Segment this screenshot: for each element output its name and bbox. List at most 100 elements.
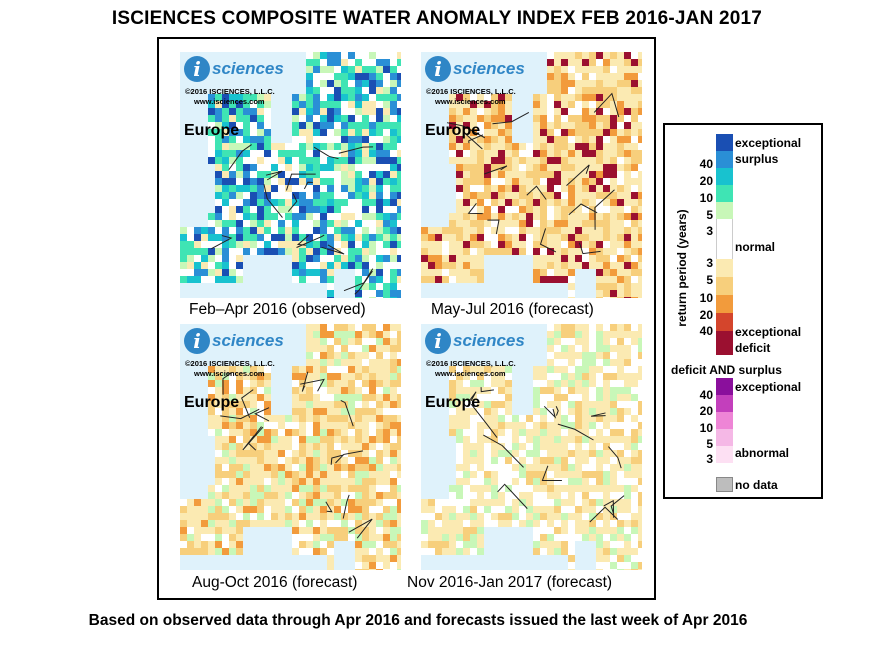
map-cell <box>320 171 327 178</box>
map-cell <box>449 269 456 276</box>
map-cell <box>428 248 435 255</box>
map-cell <box>362 213 369 220</box>
map-cell <box>327 569 334 570</box>
map-cell <box>264 415 271 422</box>
map-cell <box>376 178 383 185</box>
map-cell <box>463 415 470 422</box>
map-cell <box>631 429 638 436</box>
map-cell <box>271 171 278 178</box>
map-cell <box>334 213 341 220</box>
map-cell <box>463 471 470 478</box>
map-cell <box>383 513 390 520</box>
map-cell <box>376 422 383 429</box>
map-cell <box>519 464 526 471</box>
map-cell <box>215 129 222 136</box>
map-cell <box>554 213 561 220</box>
map-cell <box>568 80 575 87</box>
map-cell <box>449 234 456 241</box>
map-cell <box>519 471 526 478</box>
map-cell <box>638 471 642 478</box>
map-cell <box>449 101 456 108</box>
map-cell <box>334 429 341 436</box>
map-cell <box>334 422 341 429</box>
country-border <box>303 181 313 190</box>
map-cell <box>568 255 575 262</box>
map-cell <box>313 401 320 408</box>
map-cell <box>376 359 383 366</box>
map-cell <box>390 457 397 464</box>
map-cell <box>390 227 397 234</box>
map-cell <box>603 192 610 199</box>
map-cell <box>428 541 435 548</box>
map-cell <box>313 150 320 157</box>
map-cell <box>313 429 320 436</box>
map-cell <box>477 415 484 422</box>
map-cell <box>362 283 369 290</box>
map-cell <box>631 471 638 478</box>
map-cell <box>624 150 631 157</box>
map-cell <box>603 569 610 570</box>
map-cell <box>610 429 617 436</box>
map-cell <box>369 457 376 464</box>
map-cell <box>554 331 561 338</box>
map-cell <box>638 269 642 276</box>
map-cell <box>278 443 285 450</box>
map-cell <box>369 569 376 570</box>
map-cell <box>463 276 470 283</box>
map-cell <box>180 241 187 248</box>
map-cell <box>421 520 428 527</box>
map-cell <box>603 457 610 464</box>
map-cell <box>201 255 208 262</box>
map-cell <box>264 387 271 394</box>
map-cell <box>215 478 222 485</box>
map-cell <box>334 513 341 520</box>
map-cell <box>327 394 334 401</box>
map-cell <box>257 171 264 178</box>
map-cell <box>362 415 369 422</box>
map-cell <box>236 248 243 255</box>
map-cell <box>449 248 456 255</box>
map-cell <box>519 415 526 422</box>
map-cell <box>348 115 355 122</box>
map-cell <box>299 213 306 220</box>
map-cell <box>617 136 624 143</box>
map-cell <box>533 415 540 422</box>
map-cell <box>334 338 341 345</box>
map-cell <box>505 401 512 408</box>
map-cell <box>271 485 278 492</box>
map-cell <box>589 108 596 115</box>
map-cell <box>561 178 568 185</box>
map-cell <box>320 520 327 527</box>
map-cell <box>341 234 348 241</box>
region-label: Europe <box>425 122 481 139</box>
map-cell <box>526 429 533 436</box>
map-cell <box>449 527 456 534</box>
map-cell <box>320 548 327 555</box>
map-cell <box>638 136 642 143</box>
map-cell <box>376 534 383 541</box>
map-cell <box>617 492 624 499</box>
map-cell <box>477 262 484 269</box>
map-cell <box>348 324 355 331</box>
map-cell <box>526 499 533 506</box>
map-cell <box>512 143 519 150</box>
map-cell <box>229 171 236 178</box>
map-cell <box>561 457 568 464</box>
map-cell <box>292 213 299 220</box>
map-cell <box>631 297 638 298</box>
map-cell <box>229 366 236 373</box>
map-cell <box>505 464 512 471</box>
map-cell <box>313 359 320 366</box>
map-cell <box>376 227 383 234</box>
legend-swatch-deficit-2 <box>716 277 733 295</box>
map-cell <box>596 192 603 199</box>
map-cell <box>383 143 390 150</box>
map-cell <box>334 520 341 527</box>
map-cell <box>362 171 369 178</box>
map-cell <box>250 457 257 464</box>
map-cell <box>449 415 456 422</box>
europe-map-may-jul <box>421 52 642 298</box>
map-cell <box>610 255 617 262</box>
map-cell <box>624 513 631 520</box>
map-cell <box>568 408 575 415</box>
